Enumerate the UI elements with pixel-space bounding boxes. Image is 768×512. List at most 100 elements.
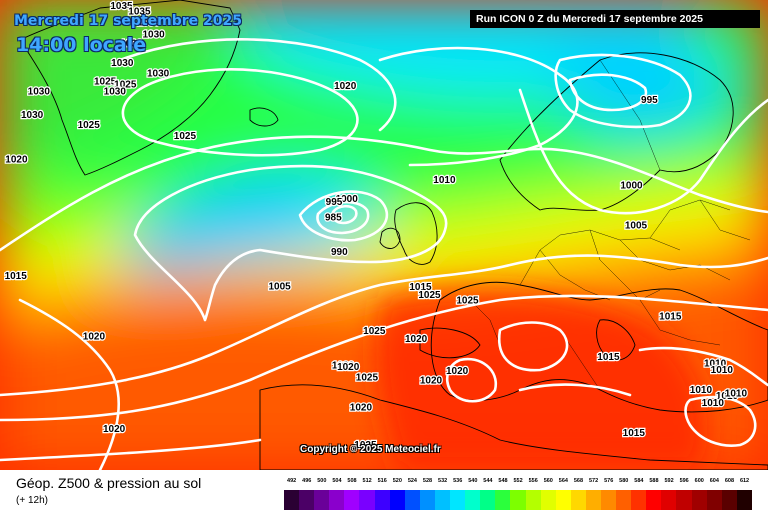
scale-swatch [404,490,420,510]
scale-level-label: 612 [739,478,750,484]
pressure-label: 1010 [704,359,727,370]
scale-swatch [736,490,752,510]
pressure-label: 1020 [334,81,357,92]
pressure-label: 1000 [336,194,359,205]
scale-bar [284,490,752,510]
scale-swatch [661,490,677,510]
pressure-label: 1025 [354,440,377,451]
pressure-label: 1025 [456,295,479,306]
pressure-label: 1025 [114,79,137,90]
scale-level-label: 492 [287,478,297,484]
scale-swatch [631,490,647,510]
pressure-label: 1020 [103,424,126,435]
pressure-label: 1035 [110,1,133,12]
scale-level-label: 604 [709,478,719,484]
pressure-label: 1020 [83,331,106,342]
scale-level-label: 496 [302,478,312,484]
pressure-label: 1020 [405,334,428,345]
pressure-label: 990 [331,247,348,258]
scale-level-label: 580 [619,478,629,484]
legend-area: Géop. Z500 & pression au sol (+ 12h) 492… [0,470,768,512]
pressure-label: 1025 [78,120,101,131]
pressure-label: 1030 [104,87,127,98]
pressure-label: 1025 [174,131,197,142]
pressure-label: 1020 [332,361,355,372]
scale-swatch [465,490,481,510]
scale-level-label: 584 [634,478,644,484]
pressure-label: 1030 [120,38,143,49]
scale-swatch [450,490,466,510]
scale-level-label: 540 [468,478,478,484]
scale-swatch [359,490,375,510]
scale-swatch [284,490,300,510]
pressure-label: 1025 [418,290,441,301]
scale-level-label: 556 [528,478,538,484]
legend-subtitle: (+ 12h) [16,495,48,506]
pressure-label: 1020 [420,375,443,386]
scale-level-label: 568 [573,478,584,484]
scale-level-label: 596 [679,478,689,484]
scale-swatch [510,490,526,510]
scale-swatch [434,490,451,510]
pressure-label: 1030 [28,87,51,98]
scale-swatch [480,490,496,510]
pressure-label: 1010 [702,398,725,409]
scale-swatch [344,490,360,510]
scale-swatch [570,490,586,510]
scale-swatch [616,490,632,510]
scale-level-label: 528 [422,478,433,484]
scale-level-label: 512 [362,478,372,484]
scale-swatch [721,490,737,510]
model-run-label: Run ICON 0 Z du Mercredi 17 septembre 20… [470,10,760,28]
pressure-label: 1010 [725,389,748,400]
scale-swatch [600,490,617,510]
pressure-label: 1030 [111,58,134,69]
scale-swatch [389,490,405,510]
scale-swatch [585,490,601,510]
scale-level-label: 576 [604,478,614,484]
pressure-label: 1035 [128,7,151,18]
pressure-label: 1005 [268,281,291,292]
pressure-label: 1010 [711,365,734,376]
pressure-label: 1025 [94,77,117,88]
scale-swatch [374,490,390,510]
scale-level-label: 572 [588,478,599,484]
pressure-label: 1000 [620,181,643,192]
scale-swatch [419,490,435,510]
pressure-label: 1015 [597,352,620,363]
pressure-label: 1005 [625,220,648,231]
valid-time: 14:00 locale [16,34,147,56]
valid-date: Mercredi 17 septembre 2025 [14,13,242,29]
pressure-label: 1010 [690,385,713,396]
isobars [0,38,768,470]
weather-map: 1035 1035 1030 1030 1030 1030 1030 1025 1025 1030… [0,0,768,470]
pressure-label: 1030 [137,18,160,29]
pressure-label: 1025 [356,372,379,383]
scale-swatch [525,490,541,510]
scale-swatch [540,490,556,510]
pressure-label: 1020 [5,154,28,165]
scale-swatch [555,490,571,510]
scale-labels: 492 496 500 504 508 512 516 520 524 528 532 536 540 5… [284,478,752,488]
scale-level-label: 544 [483,478,493,484]
scale-swatch [495,490,511,510]
scale-level-label: 504 [332,478,342,484]
scale-level-label: 520 [392,478,402,484]
scale-level-label: 548 [498,478,508,484]
pressure-label: 995 [641,95,658,106]
pressure-label: 1030 [21,110,44,121]
scale-level-label: 560 [543,478,553,484]
scale-level-label: 536 [453,478,463,484]
pressure-label: 1030 [147,68,170,79]
scale-swatch [676,490,692,510]
legend-title: Géop. Z500 & pression au sol [16,475,202,491]
scale-swatch [314,490,330,510]
country-borders [469,59,751,391]
scale-swatch [646,490,662,510]
scale-level-label: 524 [407,478,417,484]
pressure-label: 985 [325,212,342,223]
scale-level-label: 608 [724,478,735,484]
scale-level-label: 592 [664,478,674,484]
pressure-label: 1015 [659,312,682,323]
pressure-label: 1025 [363,326,386,337]
